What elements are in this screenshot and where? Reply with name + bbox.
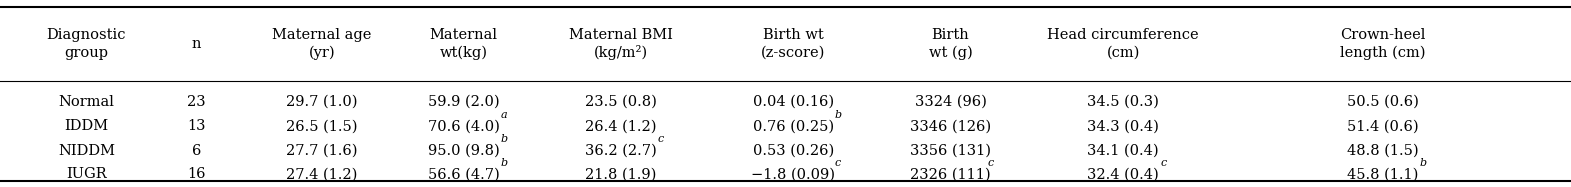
Text: 2326 (111): 2326 (111) (910, 167, 991, 181)
Text: Crown-heel
length (cm): Crown-heel length (cm) (1340, 28, 1425, 60)
Text: 13: 13 (187, 119, 206, 133)
Text: Maternal BMI
(kg/m²): Maternal BMI (kg/m²) (569, 28, 672, 60)
Text: 36.2 (2.7): 36.2 (2.7) (584, 144, 657, 157)
Text: b: b (501, 134, 507, 144)
Text: Diagnostic
group: Diagnostic group (47, 28, 126, 60)
Text: n: n (192, 37, 201, 51)
Text: 3346 (126): 3346 (126) (910, 119, 991, 133)
Text: Maternal
wt(kg): Maternal wt(kg) (429, 28, 498, 60)
Text: 45.8 (1.1): 45.8 (1.1) (1346, 167, 1419, 181)
Text: b: b (834, 110, 842, 120)
Text: 29.7 (1.0): 29.7 (1.0) (286, 95, 358, 109)
Text: 0.76 (0.25): 0.76 (0.25) (753, 119, 834, 133)
Text: 32.4 (0.4): 32.4 (0.4) (1087, 167, 1159, 181)
Text: 26.4 (1.2): 26.4 (1.2) (584, 119, 657, 133)
Text: 27.4 (1.2): 27.4 (1.2) (286, 167, 358, 181)
Text: c: c (988, 158, 994, 168)
Text: b: b (1420, 158, 1426, 168)
Text: 95.0 (9.8): 95.0 (9.8) (427, 144, 500, 157)
Text: 3356 (131): 3356 (131) (910, 144, 991, 157)
Text: 0.04 (0.16): 0.04 (0.16) (753, 95, 834, 109)
Text: 0.53 (0.26): 0.53 (0.26) (753, 144, 834, 157)
Text: c: c (834, 158, 840, 168)
Text: 3324 (96): 3324 (96) (914, 95, 987, 109)
Text: Maternal age
(yr): Maternal age (yr) (272, 28, 372, 60)
Text: 70.6 (4.0): 70.6 (4.0) (427, 119, 500, 133)
Text: NIDDM: NIDDM (58, 144, 115, 157)
Text: IUGR: IUGR (66, 167, 107, 181)
Text: 34.5 (0.3): 34.5 (0.3) (1087, 95, 1159, 109)
Text: c: c (658, 134, 665, 144)
Text: 16: 16 (187, 167, 206, 181)
Text: b: b (501, 158, 507, 168)
Text: 48.8 (1.5): 48.8 (1.5) (1346, 144, 1419, 157)
Text: 34.1 (0.4): 34.1 (0.4) (1087, 144, 1159, 157)
Text: 26.5 (1.5): 26.5 (1.5) (286, 119, 358, 133)
Text: Birth
wt (g): Birth wt (g) (928, 28, 972, 60)
Text: 59.9 (2.0): 59.9 (2.0) (427, 95, 500, 109)
Text: 23.5 (0.8): 23.5 (0.8) (584, 95, 657, 109)
Text: a: a (501, 110, 507, 120)
Text: Birth wt
(z-score): Birth wt (z-score) (762, 28, 825, 60)
Text: −1.8 (0.09): −1.8 (0.09) (751, 167, 836, 181)
Text: 51.4 (0.6): 51.4 (0.6) (1346, 119, 1419, 133)
Text: 21.8 (1.9): 21.8 (1.9) (584, 167, 657, 181)
Text: Normal: Normal (58, 95, 115, 109)
Text: c: c (1161, 158, 1167, 168)
Text: 50.5 (0.6): 50.5 (0.6) (1346, 95, 1419, 109)
Text: 23: 23 (187, 95, 206, 109)
Text: IDDM: IDDM (64, 119, 108, 133)
Text: 6: 6 (192, 144, 201, 157)
Text: 27.7 (1.6): 27.7 (1.6) (286, 144, 358, 157)
Text: Head circumference
(cm): Head circumference (cm) (1048, 28, 1199, 60)
Text: 56.6 (4.7): 56.6 (4.7) (427, 167, 500, 181)
Text: 34.3 (0.4): 34.3 (0.4) (1087, 119, 1159, 133)
